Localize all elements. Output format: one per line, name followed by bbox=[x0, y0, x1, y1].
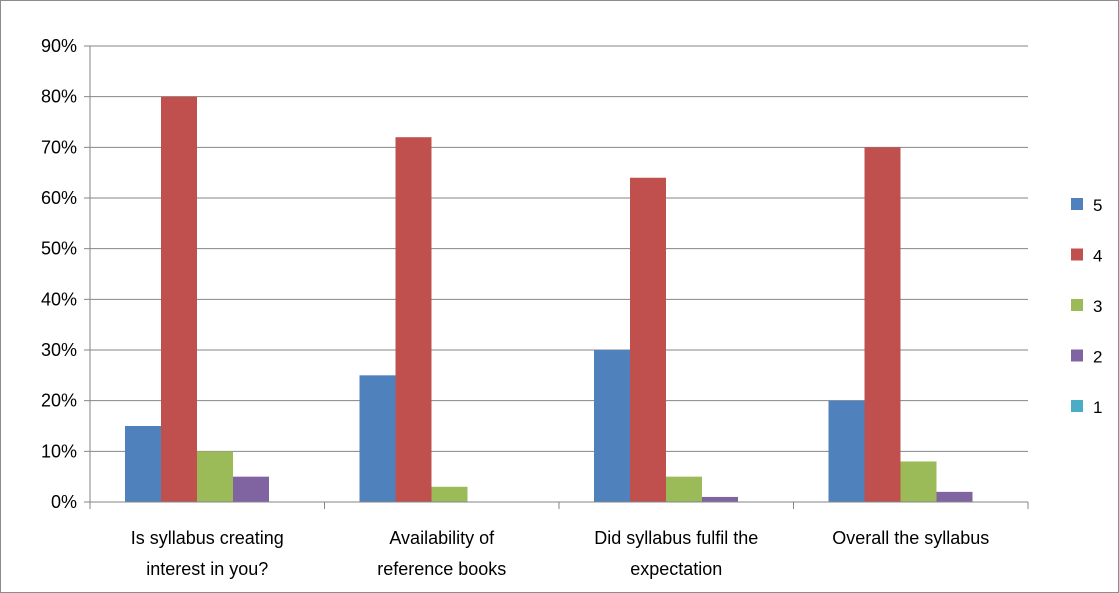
y-tick-label: 30% bbox=[41, 340, 77, 360]
legend-label: 5 bbox=[1093, 196, 1102, 215]
legend-swatch-5 bbox=[1071, 198, 1083, 210]
bar-series-3 bbox=[197, 451, 233, 502]
legend-label: 2 bbox=[1093, 348, 1102, 367]
bars bbox=[125, 96, 973, 503]
y-tick-label: 0% bbox=[51, 492, 77, 512]
y-tick-label: 50% bbox=[41, 239, 77, 259]
bar-series-4 bbox=[161, 96, 197, 503]
y-tick-label: 40% bbox=[41, 289, 77, 309]
legend-swatch-3 bbox=[1071, 299, 1083, 311]
y-tick-label: 90% bbox=[41, 36, 77, 56]
x-category-label: Is syllabus creating interest in you? bbox=[131, 528, 284, 579]
legend-swatch-2 bbox=[1071, 349, 1083, 362]
bar-series-2 bbox=[233, 476, 269, 502]
bar-series-2 bbox=[702, 496, 738, 502]
bar-series-2 bbox=[936, 491, 973, 502]
bar-series-3 bbox=[666, 476, 702, 502]
y-axis-tick-labels: 0% 10% 20% 30% 40% 50% 60% 70% 80% 90% bbox=[41, 36, 77, 512]
bar-series-5 bbox=[359, 375, 396, 502]
legend-label: 3 bbox=[1093, 297, 1102, 316]
bar-series-5 bbox=[828, 400, 865, 502]
y-tick-label: 70% bbox=[41, 137, 77, 157]
x-axis-category-labels: Is syllabus creating interest in you? Avai… bbox=[131, 528, 990, 579]
legend-swatch-1 bbox=[1071, 400, 1083, 412]
x-category-label: Did syllabus fulfil the expectation bbox=[594, 528, 758, 579]
y-tick-label: 60% bbox=[41, 188, 77, 208]
y-tick-label: 80% bbox=[41, 87, 77, 107]
legend-label: 1 bbox=[1093, 398, 1102, 417]
bar-series-4 bbox=[395, 137, 432, 502]
axes bbox=[84, 45, 1029, 509]
bar-series-5 bbox=[125, 426, 161, 502]
legend: 5 4 3 2 1 bbox=[1071, 196, 1102, 417]
bar-series-4 bbox=[630, 177, 666, 502]
x-category-label: Overall the syllabus bbox=[832, 528, 989, 548]
y-tick-label: 10% bbox=[41, 441, 77, 461]
bar-series-3 bbox=[900, 461, 937, 502]
bar-series-5 bbox=[594, 350, 630, 502]
bar-series-4 bbox=[864, 147, 901, 503]
legend-swatch-4 bbox=[1071, 248, 1083, 261]
bar-series-3 bbox=[431, 486, 468, 502]
y-tick-label: 20% bbox=[41, 391, 77, 411]
x-category-label: Availability of reference books bbox=[377, 528, 506, 579]
legend-label: 4 bbox=[1093, 247, 1102, 266]
